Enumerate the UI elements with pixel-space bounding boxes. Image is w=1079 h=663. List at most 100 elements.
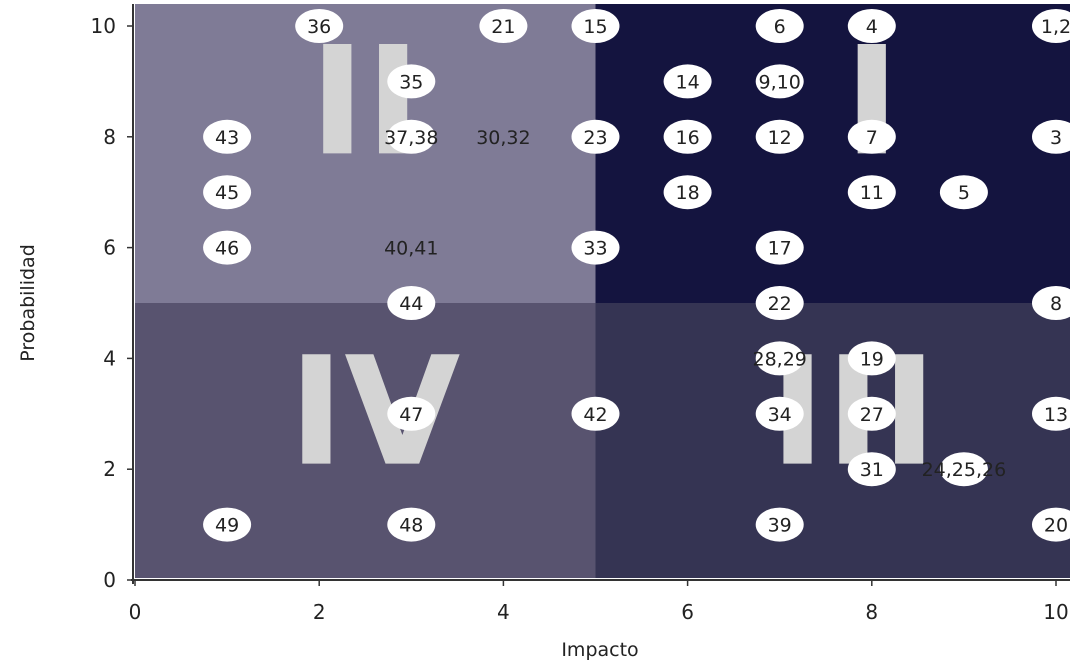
point-label: 13 xyxy=(1044,404,1068,426)
data-point: 46 xyxy=(203,230,252,265)
point-label: 44 xyxy=(399,293,423,315)
point-label: 20 xyxy=(1044,515,1068,537)
data-point: 20 xyxy=(1032,507,1070,542)
point-marker xyxy=(387,64,436,99)
point-marker xyxy=(755,286,804,320)
point-label: 27 xyxy=(860,404,884,426)
point-label: 11 xyxy=(860,182,884,204)
point-label: 14 xyxy=(676,71,700,93)
x-tick-label: 4 xyxy=(497,600,510,624)
point-label: 49 xyxy=(215,515,239,537)
point-label: 7 xyxy=(866,127,878,149)
data-point: 24,25,26 xyxy=(922,452,1006,487)
point-marker xyxy=(663,175,712,210)
x-tick-label: 0 xyxy=(129,600,142,624)
y-tick-label: 2 xyxy=(103,457,116,481)
data-point: 34 xyxy=(755,396,804,431)
quadrant-label-I: I xyxy=(844,15,900,189)
y-tick-label: 6 xyxy=(103,236,116,260)
point-marker xyxy=(203,230,252,265)
data-point: 3 xyxy=(1032,119,1070,154)
point-marker xyxy=(571,119,620,154)
point-marker xyxy=(755,230,804,265)
data-point: 12 xyxy=(755,119,804,154)
point-marker xyxy=(203,507,252,542)
point-label: 1,2 xyxy=(1041,16,1071,38)
y-tick-label: 4 xyxy=(103,346,116,370)
point-label: 33 xyxy=(583,238,607,260)
point-label: 47 xyxy=(399,404,423,426)
data-point: 42 xyxy=(571,396,620,431)
point-label: 17 xyxy=(768,238,792,260)
x-tick-label: 10 xyxy=(1043,600,1068,624)
data-point: 4 xyxy=(847,9,896,43)
point-marker xyxy=(1032,286,1070,320)
data-point: 49 xyxy=(203,507,252,542)
quadrant-I xyxy=(595,4,1070,303)
point-marker xyxy=(1032,119,1070,154)
point-label: 36 xyxy=(307,16,331,38)
point-marker xyxy=(571,230,620,265)
data-point: 21 xyxy=(479,9,528,43)
point-marker xyxy=(203,175,252,210)
data-point: 22 xyxy=(755,286,804,320)
point-label: 8 xyxy=(1050,293,1062,315)
point-label: 18 xyxy=(676,182,700,204)
data-point: 39 xyxy=(755,507,804,542)
data-point: 48 xyxy=(387,507,436,542)
point-label: 9,10 xyxy=(759,71,801,93)
point-label: 35 xyxy=(399,71,423,93)
data-point: 14 xyxy=(663,64,712,99)
point-label: 4 xyxy=(866,16,878,38)
quadrant-III xyxy=(595,303,1070,578)
quadrant-label-II: II xyxy=(309,15,421,189)
point-marker xyxy=(203,119,252,154)
data-point: 40,41 xyxy=(384,238,438,260)
data-point: 17 xyxy=(755,230,804,265)
data-point: 13 xyxy=(1032,396,1070,431)
point-marker xyxy=(939,452,988,487)
point-marker xyxy=(387,396,436,431)
point-label: 12 xyxy=(768,127,792,149)
point-marker xyxy=(847,175,896,210)
data-point: 23 xyxy=(571,119,620,154)
point-marker xyxy=(663,119,712,154)
data-point: 15 xyxy=(571,9,620,43)
data-point: 43 xyxy=(203,119,252,154)
data-point: 33 xyxy=(571,230,620,265)
data-point: 35 xyxy=(387,64,436,99)
point-marker xyxy=(847,396,896,431)
point-label: 31 xyxy=(860,459,884,481)
y-tick-label: 8 xyxy=(103,125,116,149)
data-point: 37,38 xyxy=(384,119,439,154)
point-marker xyxy=(755,119,804,154)
point-marker xyxy=(571,396,620,431)
point-label: 30,32 xyxy=(476,127,530,149)
point-label: 15 xyxy=(583,16,607,38)
point-marker xyxy=(663,64,712,99)
point-label: 19 xyxy=(860,348,884,370)
point-label: 48 xyxy=(399,515,423,537)
point-marker xyxy=(479,9,528,43)
point-label: 16 xyxy=(676,127,700,149)
point-marker xyxy=(847,9,896,43)
point-label: 23 xyxy=(583,127,607,149)
point-marker xyxy=(755,507,804,542)
data-point: 19 xyxy=(847,341,896,376)
data-point: 7 xyxy=(847,119,896,154)
point-marker xyxy=(847,119,896,154)
point-marker xyxy=(387,286,436,320)
point-marker xyxy=(755,396,804,431)
point-marker xyxy=(295,9,344,43)
x-tick-label: 6 xyxy=(681,600,694,624)
point-label: 5 xyxy=(958,182,970,204)
data-point: 18 xyxy=(663,175,712,210)
data-point: 11 xyxy=(847,175,896,210)
point-marker xyxy=(939,175,988,210)
y-tick-label: 0 xyxy=(103,568,116,592)
point-marker xyxy=(755,341,804,376)
point-label: 37,38 xyxy=(384,127,438,149)
point-label: 40,41 xyxy=(384,238,438,260)
